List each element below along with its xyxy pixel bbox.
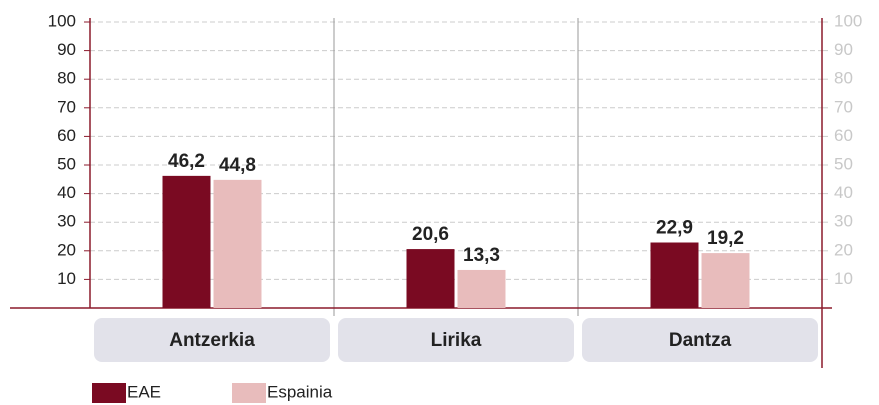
y2-tick-label: 60 xyxy=(834,126,853,145)
y2-tick-label: 90 xyxy=(834,40,853,59)
bar xyxy=(701,253,750,308)
y2-tick-label: 80 xyxy=(834,69,853,88)
y-tick-label: 70 xyxy=(57,97,76,116)
y-tick-label: 60 xyxy=(57,126,76,145)
y2-tick-label: 50 xyxy=(834,154,853,173)
y-tick-label: 10 xyxy=(57,269,76,288)
legend-swatch xyxy=(232,383,266,403)
category-box xyxy=(582,318,818,362)
y2-tick-label: 70 xyxy=(834,97,853,116)
y2-tick-label: 100 xyxy=(834,11,862,30)
y2-tick-label: 10 xyxy=(834,269,853,288)
x-tick-label: Lirika xyxy=(431,330,482,351)
y-tick-label: 20 xyxy=(57,240,76,259)
value-label: 19,2 xyxy=(707,228,744,249)
bar xyxy=(650,242,699,308)
value-label: 20,6 xyxy=(412,224,449,245)
y2-tick-label: 40 xyxy=(834,183,853,202)
y-tick-label: 30 xyxy=(57,212,76,231)
bar xyxy=(457,269,506,308)
y2-tick-label: 30 xyxy=(834,212,853,231)
value-label: 46,2 xyxy=(168,151,205,172)
y2-tick-label: 20 xyxy=(834,240,853,259)
y-tick-label: 80 xyxy=(57,69,76,88)
y-tick-label: 40 xyxy=(57,183,76,202)
category-box xyxy=(338,318,574,362)
value-label: 13,3 xyxy=(463,245,500,266)
y-tick-label: 90 xyxy=(57,40,76,59)
y-tick-label: 100 xyxy=(48,11,76,30)
bar xyxy=(213,179,262,308)
category-box xyxy=(94,318,330,362)
legend-label: Espainia xyxy=(267,382,333,401)
value-label: 22,9 xyxy=(656,218,693,239)
bar xyxy=(406,249,455,308)
x-tick-label: Antzerkia xyxy=(169,330,255,351)
legend-swatch xyxy=(92,383,126,403)
value-label: 44,8 xyxy=(219,155,256,176)
bar xyxy=(162,175,211,308)
y-tick-label: 50 xyxy=(57,154,76,173)
x-tick-label: Dantza xyxy=(669,330,732,351)
legend-label: EAE xyxy=(127,382,161,401)
